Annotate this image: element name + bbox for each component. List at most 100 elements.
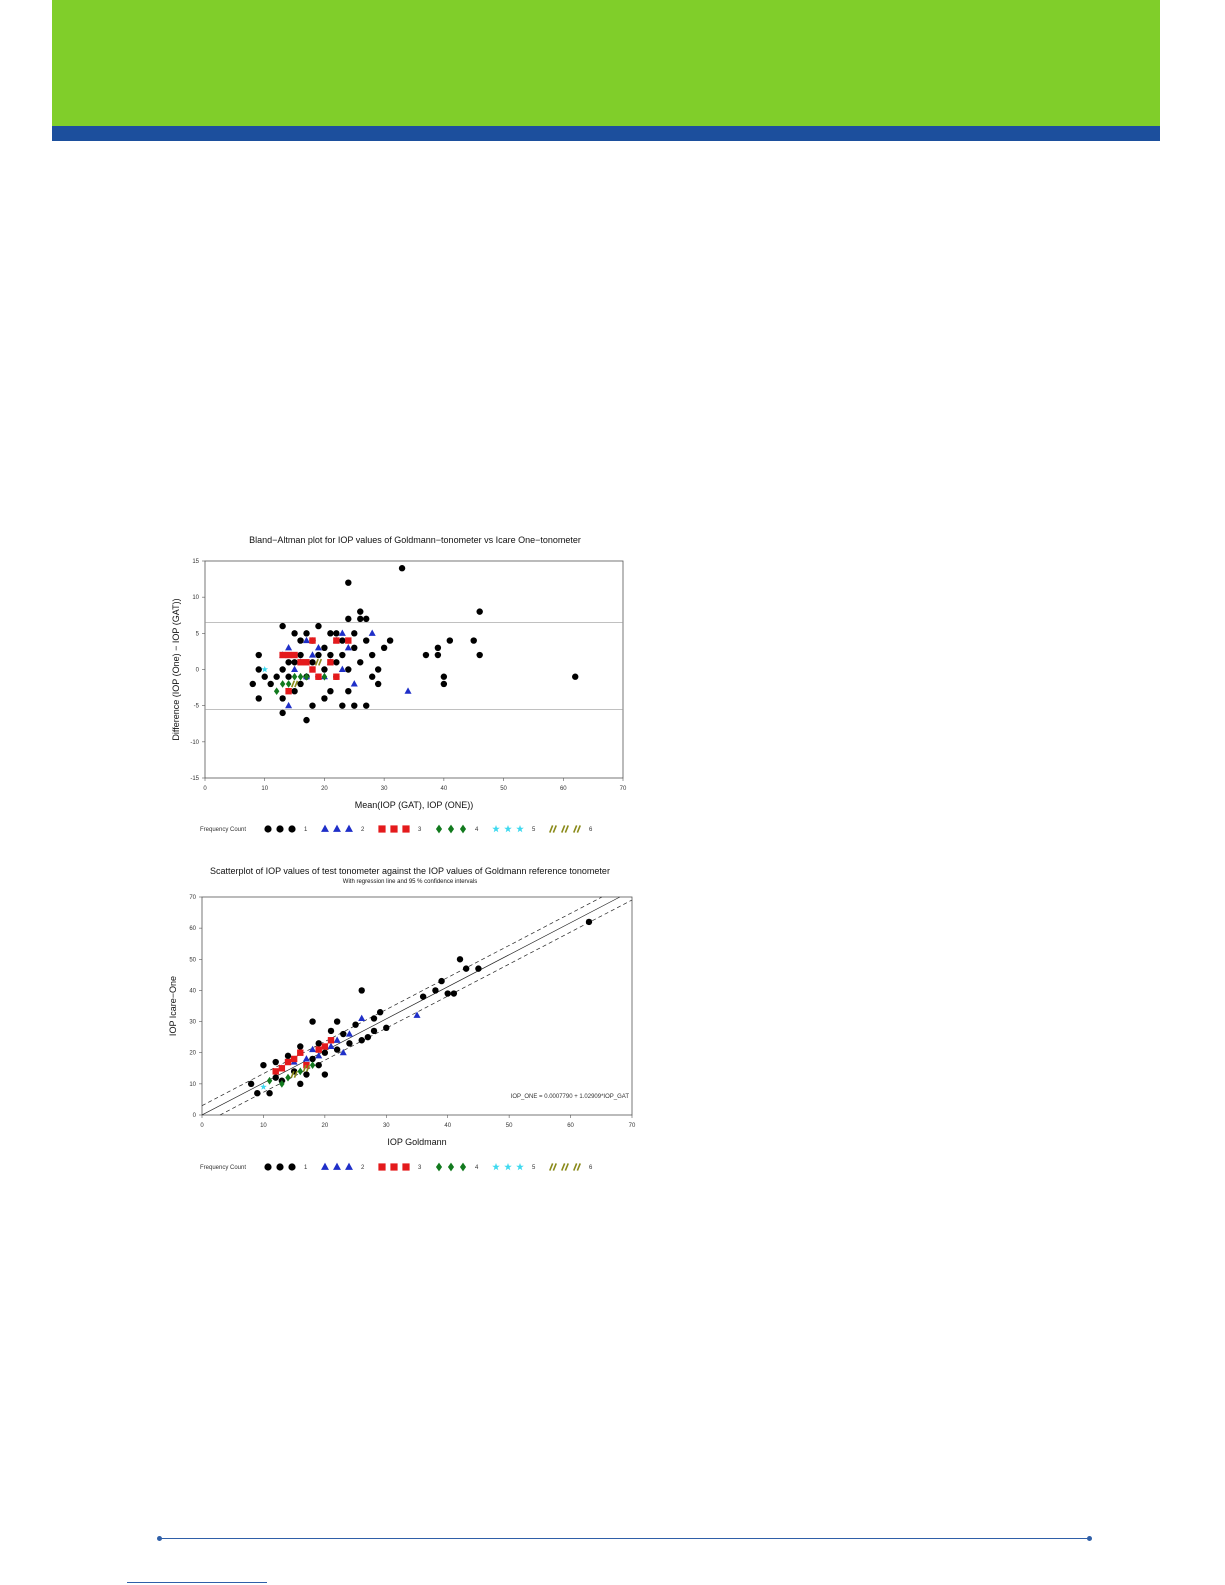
legend-marker	[321, 824, 329, 832]
data-point	[308, 651, 317, 658]
legend-label: 3	[418, 827, 422, 833]
legend-marker	[276, 1163, 284, 1171]
data-point	[450, 990, 458, 997]
data-point	[261, 673, 268, 680]
data-point	[291, 665, 299, 673]
data-point	[380, 644, 388, 651]
data-point	[309, 1061, 316, 1070]
data-point	[369, 651, 376, 659]
data-point	[303, 659, 310, 666]
x-tick-label: 60	[567, 1123, 574, 1129]
data-point	[309, 659, 316, 666]
legend-label: 2	[361, 1165, 365, 1171]
data-point	[345, 579, 352, 586]
data-point	[278, 1065, 286, 1072]
footer-rule	[160, 1538, 1090, 1539]
data-point	[333, 659, 340, 666]
legend-marker	[504, 825, 512, 833]
data-point	[297, 1043, 304, 1050]
plot-frame	[201, 896, 633, 1116]
footer-rule-left-dot	[157, 1536, 162, 1541]
x-tick-label: 70	[629, 1123, 636, 1129]
data-point	[315, 1061, 322, 1069]
x-tick-label: 60	[560, 786, 567, 792]
legend-marker	[333, 1162, 341, 1170]
data-point	[345, 637, 352, 644]
data-point	[285, 659, 292, 666]
data-point	[309, 1018, 316, 1025]
y-tick-label: 60	[189, 926, 196, 932]
header-banner-green	[52, 0, 1160, 126]
data-point	[333, 1036, 341, 1043]
data-point	[386, 637, 394, 644]
data-point	[345, 615, 352, 623]
legend-entry-6: 6	[549, 1163, 593, 1171]
data-point	[291, 688, 298, 695]
data-point	[315, 651, 322, 659]
legend-entry-3: 3	[378, 1163, 422, 1171]
y-tick-label: 30	[189, 1020, 196, 1026]
legend-marker	[264, 1163, 272, 1171]
data-point	[419, 993, 427, 1000]
data-point	[358, 1037, 365, 1044]
data-point	[302, 636, 311, 644]
data-point	[345, 688, 352, 695]
legend-label: 1	[304, 827, 308, 833]
data-point	[357, 608, 364, 615]
data-point	[284, 1058, 292, 1066]
data-point	[333, 1046, 341, 1053]
data-point	[376, 1009, 384, 1016]
data-point	[272, 1058, 279, 1066]
legend-entry-6: 6	[549, 825, 593, 833]
data-point	[297, 680, 304, 688]
data-point	[297, 659, 304, 666]
data-point	[333, 1018, 341, 1025]
data-point	[285, 673, 292, 680]
legend-label: 5	[532, 1165, 536, 1171]
legend-entry-1: 1	[264, 1163, 308, 1171]
x-tick-label: 30	[383, 1123, 390, 1129]
y-axis-label: Difference (IOP (One) − IOP (GAT))	[171, 598, 181, 740]
data-point	[357, 659, 364, 666]
hash-stroke	[573, 1163, 581, 1171]
header-banner-blue	[52, 126, 1160, 141]
y-tick-label: 15	[192, 559, 199, 565]
data-point	[297, 637, 304, 644]
data-point	[272, 1068, 279, 1075]
data-point	[315, 1051, 323, 1059]
data-point	[374, 680, 382, 688]
data-point	[333, 673, 340, 680]
legend-entry-5: 5	[492, 1163, 536, 1171]
legend-entry-1: 1	[264, 825, 308, 833]
legend-marker	[276, 825, 284, 833]
series-count-6	[290, 658, 323, 688]
legend-marker	[561, 1163, 569, 1171]
data-point	[285, 1073, 291, 1082]
legend-entry-5: 5	[492, 825, 536, 833]
series-count-5	[261, 666, 269, 673]
data-point	[303, 630, 310, 637]
hash-stroke	[302, 1064, 311, 1072]
data-point	[309, 1055, 316, 1063]
x-tick-label: 40	[444, 1123, 451, 1129]
legend-marker	[561, 825, 569, 833]
data-point	[297, 651, 304, 659]
data-point	[444, 990, 451, 997]
data-point	[339, 702, 346, 709]
data-point	[255, 695, 262, 702]
legend-marker	[264, 825, 272, 833]
data-point	[279, 651, 286, 659]
legend-entry-3: 3	[378, 825, 422, 833]
data-point	[303, 716, 310, 724]
legend-label: 1	[304, 1165, 308, 1171]
legend-label: 4	[475, 827, 479, 833]
data-point	[585, 918, 593, 926]
series-count-3	[272, 1037, 335, 1075]
data-point	[368, 629, 376, 636]
data-point	[309, 637, 316, 644]
data-point	[255, 651, 262, 659]
legend-entry-4: 4	[435, 1162, 479, 1172]
legend-marker	[435, 824, 443, 834]
data-point	[290, 1071, 298, 1079]
